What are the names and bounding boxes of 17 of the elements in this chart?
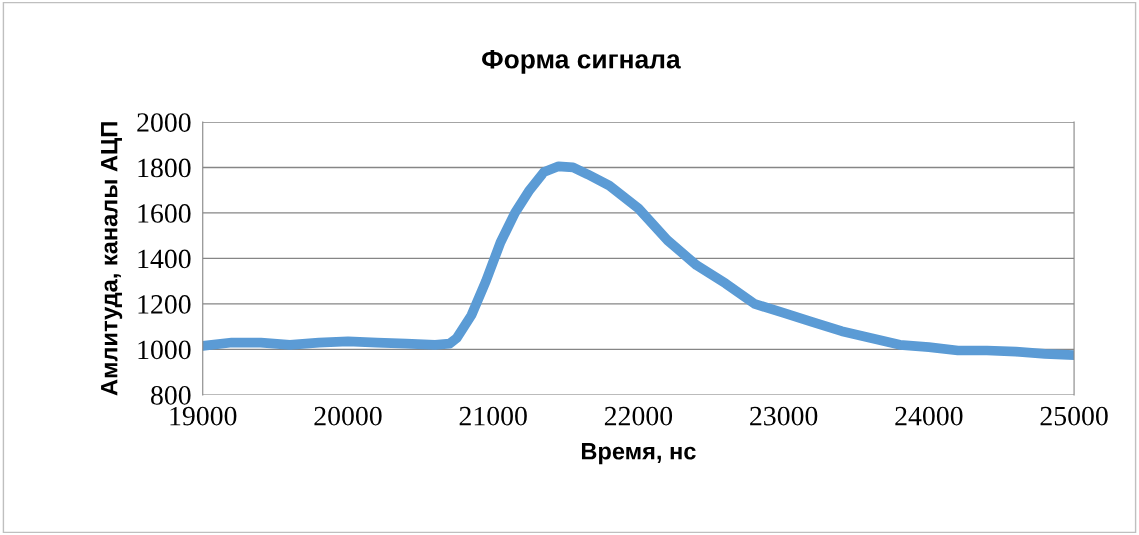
x-tick-label: 20000 [314, 406, 382, 426]
x-tick-label: 22000 [604, 406, 673, 426]
x-tick-label: 25000 [1040, 406, 1108, 426]
x-tick-label: 23000 [750, 406, 818, 426]
y-axis-title: Амлитуда, каналы АЦП [101, 122, 123, 396]
x-tick-label: 21000 [459, 406, 527, 426]
y-tick-label: 2000 [137, 113, 191, 132]
x-tick-label: 24000 [895, 406, 963, 426]
y-tick-label: 1800 [138, 158, 191, 178]
y-tick-label: 1600 [138, 204, 191, 223]
y-tick-label: 1200 [138, 295, 191, 314]
y-tick-label: 800 [151, 386, 191, 405]
chart-title: Форма сигнала [482, 50, 681, 74]
y-tick-label: 1000 [138, 340, 191, 360]
x-axis-title: Время, нс [581, 443, 696, 465]
y-tick-label: 1400 [138, 249, 191, 269]
x-tick-label: 19000 [170, 406, 237, 426]
